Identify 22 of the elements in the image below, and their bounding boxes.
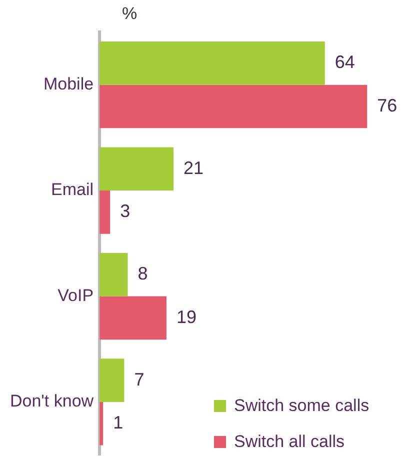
data-label: 19	[176, 306, 196, 327]
y-tick-label: Don't know	[10, 392, 94, 411]
data-label: 1	[113, 412, 124, 433]
bar	[100, 84, 368, 128]
bar	[100, 252, 128, 296]
text: %	[122, 4, 138, 24]
y-tick-label: VoIP	[58, 286, 94, 305]
bar	[100, 296, 166, 340]
bar	[100, 42, 325, 85]
data-label: 76	[377, 95, 398, 116]
y-tick-label: Email	[51, 180, 94, 200]
legend-label: Switch some calls	[234, 396, 370, 416]
bar	[100, 190, 110, 234]
data-label: 3	[120, 201, 130, 222]
y-tick-label: Mobile	[43, 74, 94, 94]
bar	[100, 147, 174, 191]
data-label: 7	[134, 369, 144, 390]
data-label: 21	[184, 158, 204, 178]
legend-label: Switch all calls	[234, 432, 345, 452]
data-label: 8	[138, 264, 148, 284]
bar	[100, 358, 124, 402]
data-label: 64	[334, 52, 355, 72]
